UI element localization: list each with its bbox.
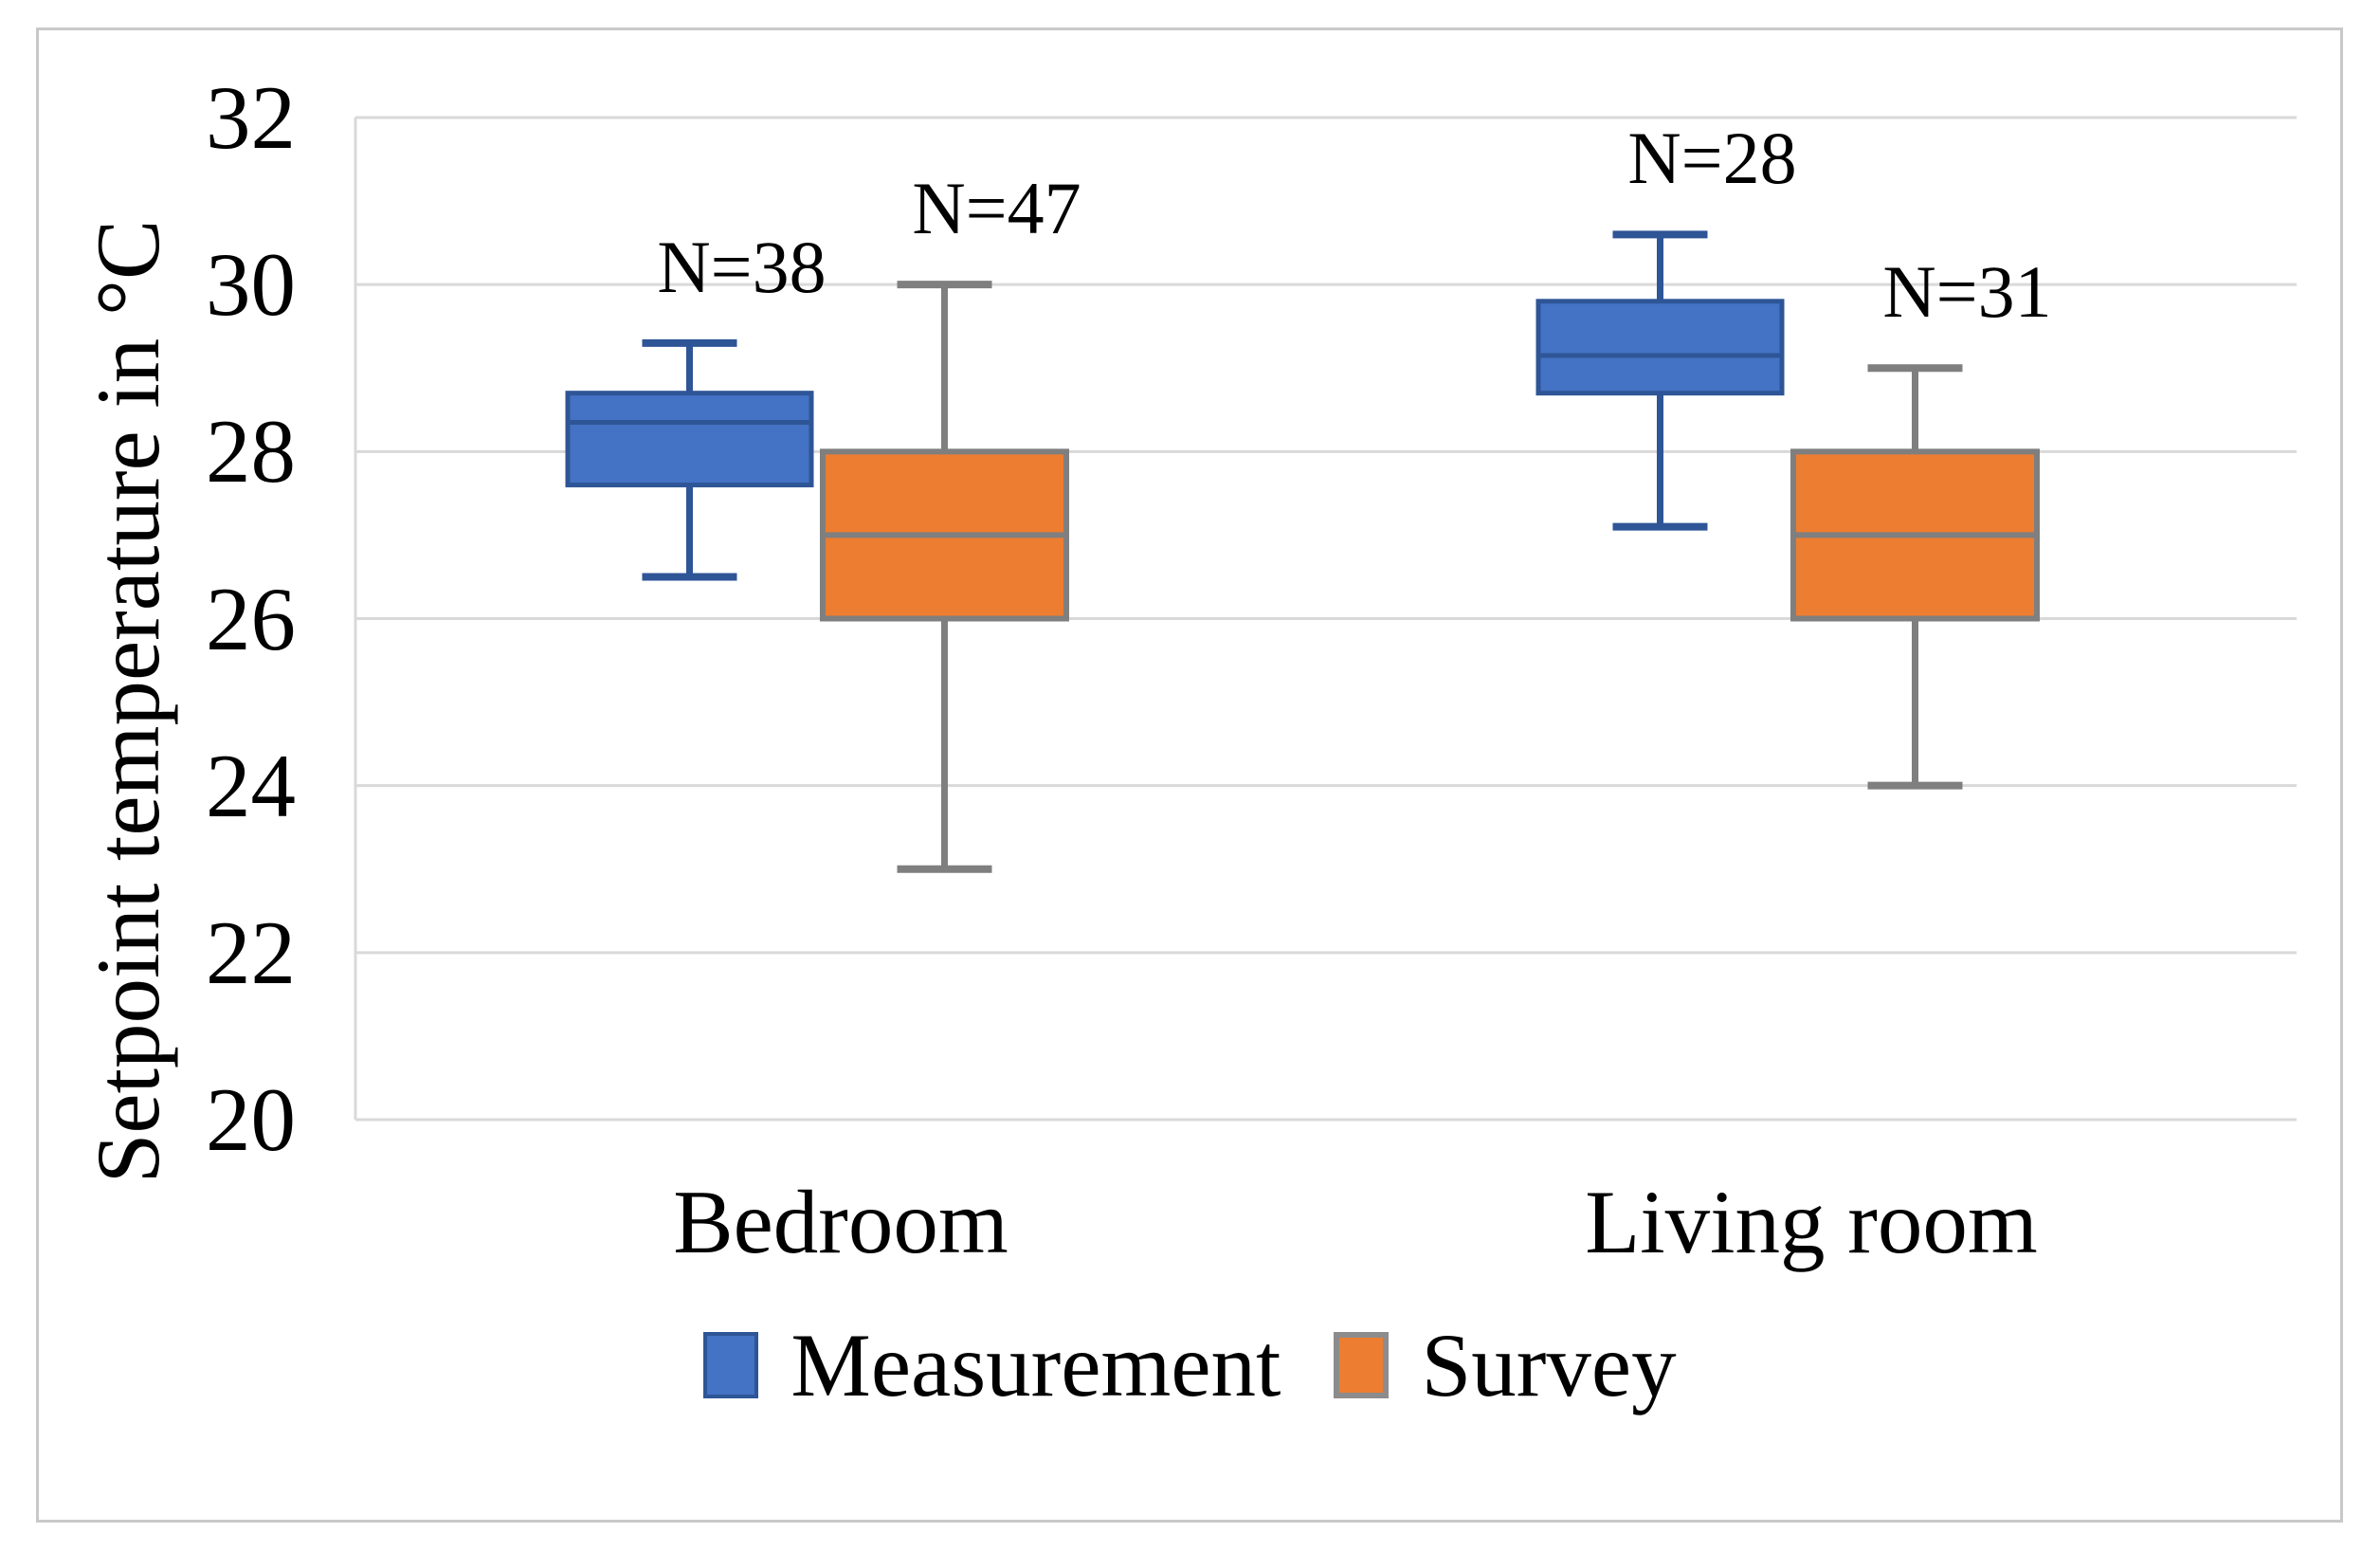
box-rect: [1535, 299, 1785, 396]
legend-swatch-survey: [1334, 1332, 1390, 1398]
sample-size-label: N=31: [1882, 250, 2052, 334]
x-category-label-living-room: Living room: [1585, 1172, 2038, 1272]
sample-size-label: N=38: [657, 225, 827, 308]
legend-label-survey: Survey: [1421, 1315, 1677, 1415]
sample-size-label: N=47: [912, 167, 1081, 250]
legend-item-measurement: Measurement: [703, 1318, 1281, 1413]
legend-label-measurement: Measurement: [790, 1315, 1281, 1415]
y-tick-label: 22: [206, 902, 296, 1003]
y-tick-label: 28: [206, 401, 296, 502]
y-tick-label: 20: [206, 1069, 296, 1170]
figure-border: [36, 27, 2343, 1523]
sample-size-label: N=28: [1627, 117, 1797, 200]
y-tick-label: 30: [206, 234, 296, 336]
box-rect: [565, 391, 814, 488]
legend-item-survey: Survey: [1334, 1315, 1677, 1415]
y-tick-label: 24: [206, 735, 296, 836]
legend-swatch-measurement: [703, 1332, 759, 1398]
legend: Measurement Survey: [0, 1318, 2380, 1413]
y-tick-label: 26: [206, 568, 296, 669]
x-category-label-bedroom: Bedroom: [673, 1172, 1008, 1272]
y-tick-label: 32: [206, 67, 296, 168]
